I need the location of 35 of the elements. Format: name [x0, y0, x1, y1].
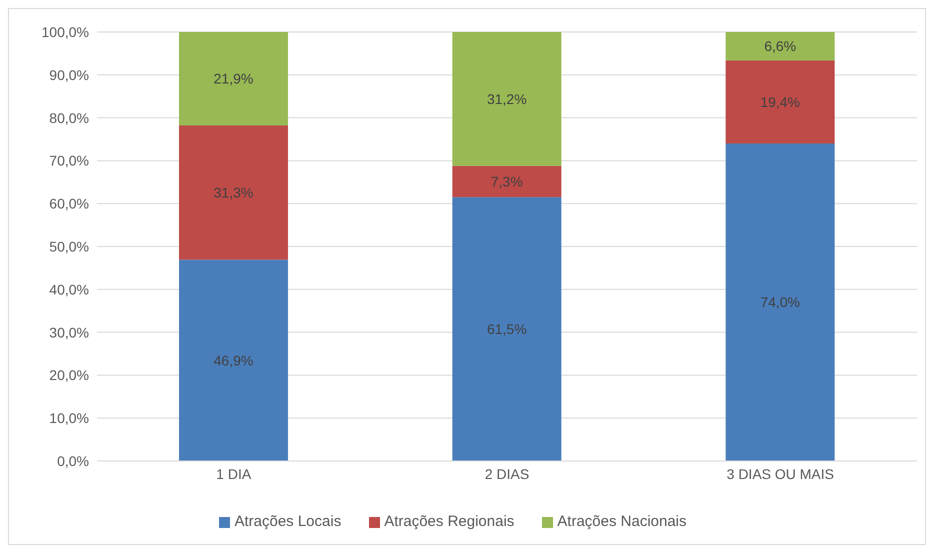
bar [452, 32, 562, 166]
y-tick-label: 40,0% [49, 281, 89, 298]
data-label: 31,2% [486, 90, 527, 107]
y-tick-label: 80,0% [49, 110, 89, 126]
y-tick-label: 100,0% [42, 24, 89, 40]
x-tick-label: 1 DIA [216, 466, 252, 482]
y-tick-label: 10,0% [49, 410, 89, 426]
y-tick-label: 30,0% [49, 324, 89, 340]
y-tick-label: 0,0% [57, 452, 89, 469]
data-label: 61,5% [486, 321, 527, 338]
bar [726, 32, 835, 60]
legend-label: Atrações Nacionais [557, 513, 687, 530]
y-tick-label: 60,0% [49, 196, 89, 212]
legend-label: Atrações Locais [234, 513, 342, 530]
bar [179, 32, 288, 126]
data-label: 31,3% [214, 184, 254, 201]
y-tick-label: 20,0% [49, 367, 89, 384]
legend-label: Atrações Regionais [384, 513, 514, 530]
bar [726, 60, 835, 144]
data-label: 46,9% [214, 352, 254, 368]
x-tick-label: 2 DIAS [484, 466, 530, 482]
bar [179, 126, 288, 260]
y-tick-label: 70,0% [49, 152, 89, 169]
data-label: 74,0% [760, 294, 800, 310]
bar [726, 144, 835, 461]
y-tick-label: 90,0% [49, 66, 89, 83]
y-tick-label: 50,0% [49, 238, 89, 254]
data-label: 21,9% [214, 70, 254, 87]
bar [452, 197, 562, 461]
data-label: 6,6% [764, 38, 796, 54]
data-label: 19,4% [760, 94, 800, 110]
bar [452, 166, 562, 198]
bar [179, 260, 288, 461]
x-tick-label: 3 DIAS OU MAIS [726, 466, 834, 482]
data-label: 7,3% [490, 173, 523, 190]
